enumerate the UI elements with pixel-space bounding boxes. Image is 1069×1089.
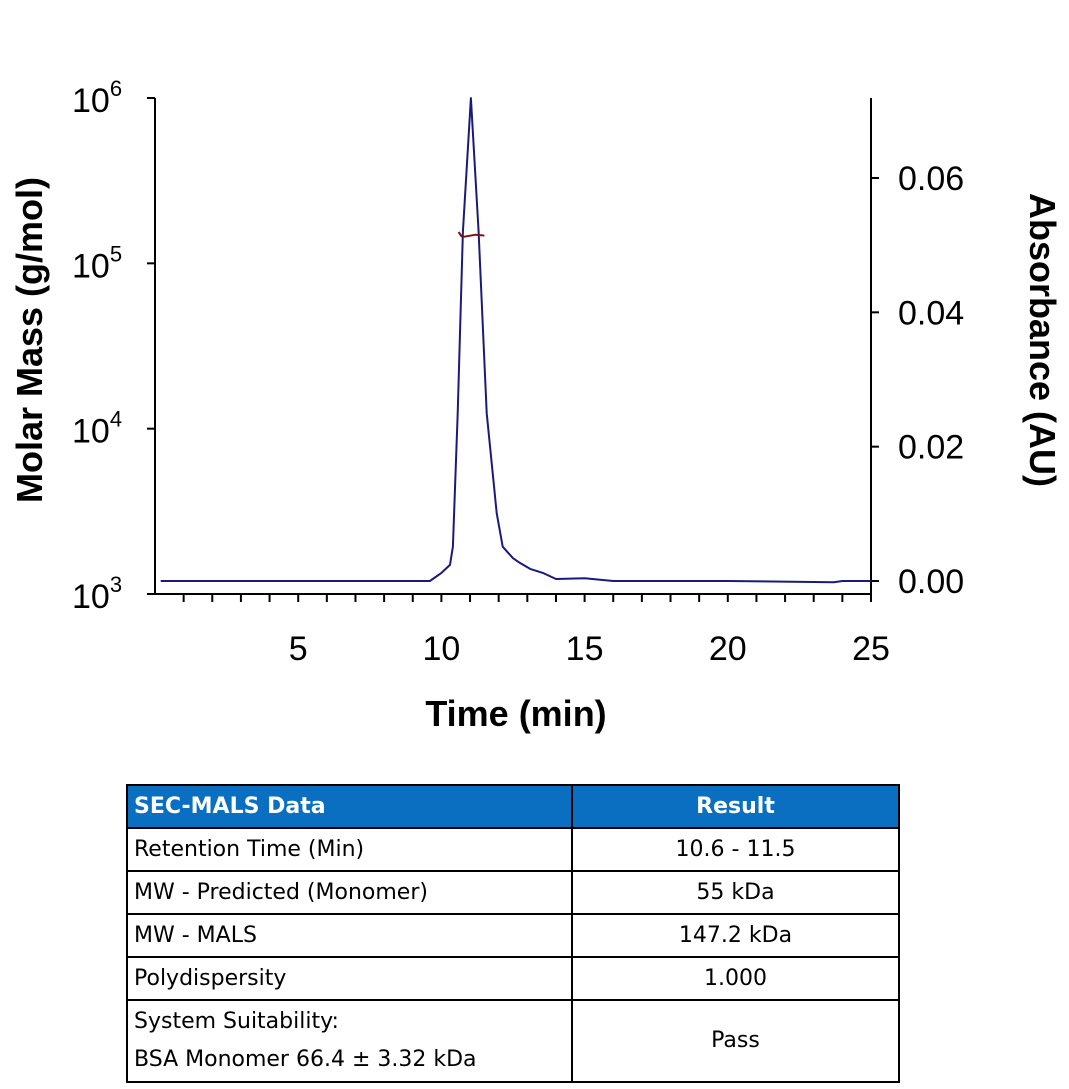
series-layer (160, 97, 871, 584)
table-row: Retention Time (Min) 10.6 - 11.5 (126, 827, 900, 872)
table-row: System Suitability: BSA Monomer 66.4 ± 3.… (126, 999, 900, 1083)
molar-mass-series (457, 231, 485, 238)
row-label-line2: BSA Monomer 66.4 ± 3.32 kDa (134, 1047, 477, 1072)
row-label: System Suitability: BSA Monomer 66.4 ± 3.… (126, 999, 573, 1083)
table-row: MW - Predicted (Monomer) 55 kDa (126, 870, 900, 915)
row-label: MW - MALS (126, 913, 573, 958)
table-row: Polydispersity 1.000 (126, 956, 900, 1001)
x-tick-label: 25 (852, 630, 890, 668)
y-right-axis-title: Absorbance (AU) (1022, 193, 1063, 487)
axes: 5 10 15 20 25 103 104 105 106 0.00 0.02 0.04 0.06 (72, 76, 964, 668)
sec-mals-table: SEC-MALS Data Result Retention Time (Min… (126, 784, 900, 1083)
y-left-tick-label: 106 (72, 76, 122, 120)
x-axis-title: Time (min) (425, 693, 606, 734)
y-right-tick-label: 0.06 (898, 160, 964, 198)
x-tick-label: 20 (709, 630, 747, 668)
row-value: Pass (571, 999, 900, 1083)
row-value: 10.6 - 11.5 (571, 827, 900, 872)
y-right-tick-label: 0.02 (898, 429, 964, 467)
y-right-tick-label: 0.00 (898, 563, 964, 601)
row-label: Polydispersity (126, 956, 573, 1001)
x-tick-label: 10 (422, 630, 460, 668)
x-tick-label: 5 (289, 630, 308, 668)
table-header-row: SEC-MALS Data Result (126, 784, 900, 829)
x-tick-label: 15 (566, 630, 604, 668)
table-row: MW - MALS 147.2 kDa (126, 913, 900, 958)
y-left-tick-label: 103 (72, 572, 122, 616)
header-cell: SEC-MALS Data (126, 784, 573, 829)
row-label-line1: System Suitability: (134, 1009, 339, 1034)
y-right-tick-label: 0.04 (898, 294, 964, 332)
y-left-tick-label: 104 (72, 407, 122, 451)
row-value: 55 kDa (571, 870, 900, 915)
row-label: Retention Time (Min) (126, 827, 573, 872)
y-left-axis-title: Molar Mass (g/mol) (9, 177, 50, 503)
header-cell: Result (571, 784, 900, 829)
row-value: 1.000 (571, 956, 900, 1001)
row-value: 147.2 kDa (571, 913, 900, 958)
row-label: MW - Predicted (Monomer) (126, 870, 573, 915)
y-left-tick-label: 105 (72, 241, 122, 285)
absorbance-series (160, 97, 871, 584)
sec-mals-chart: 5 10 15 20 25 103 104 105 106 0.00 0.02 0.04 0.06 Ti… (9, 76, 1063, 734)
